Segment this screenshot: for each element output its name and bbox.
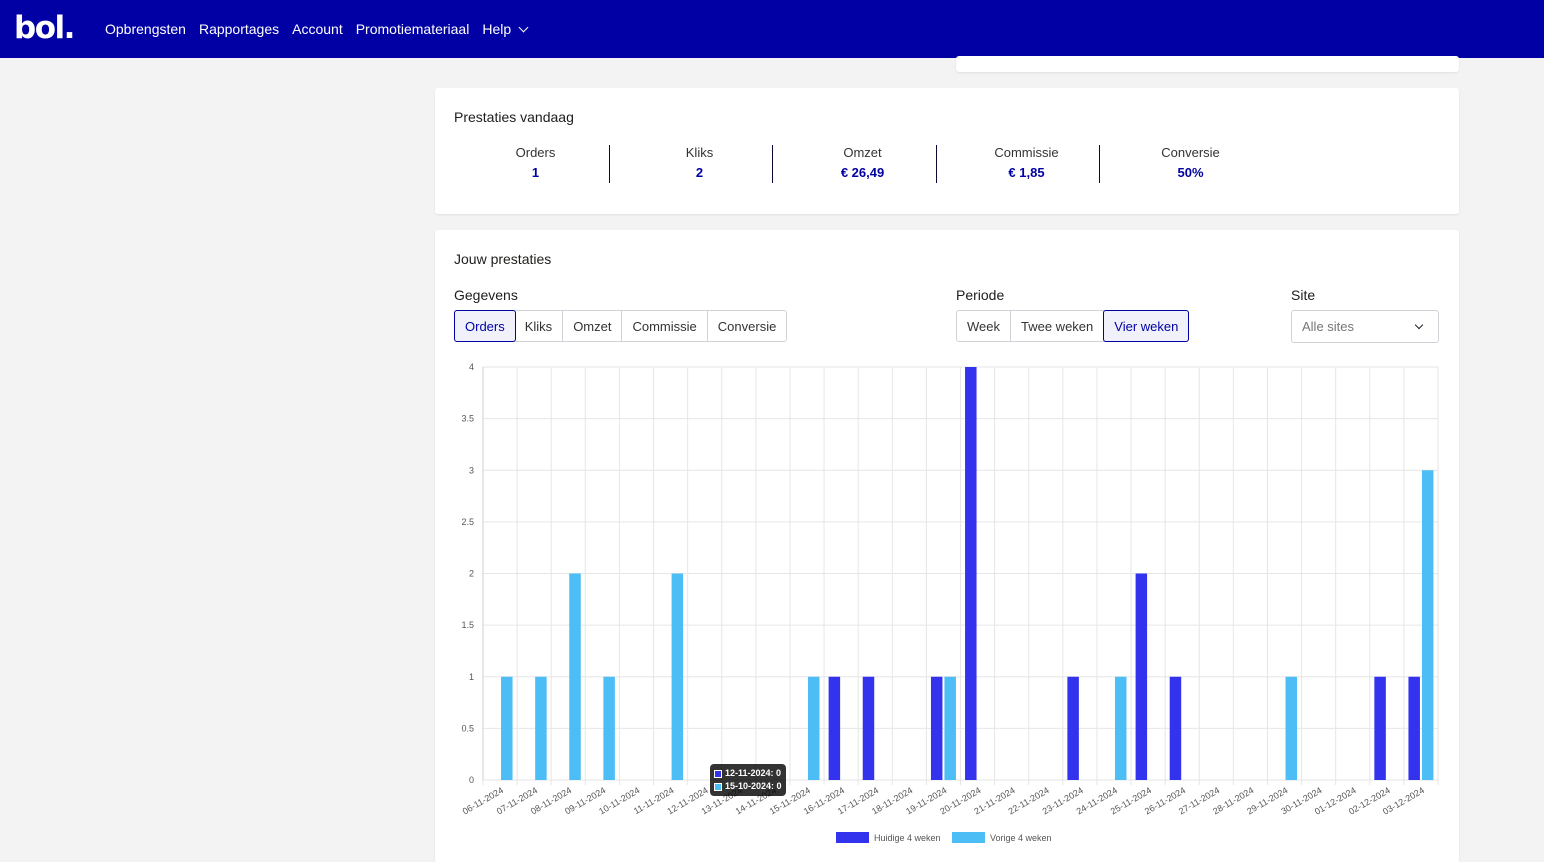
site-select[interactable]: Alle sites [1291, 310, 1439, 343]
data-option-orders[interactable]: Orders [454, 310, 516, 342]
bar-current [965, 367, 977, 780]
bar-current [862, 676, 875, 780]
legend-label: Vorige 4 weken [990, 833, 1052, 843]
bar-current [1067, 676, 1079, 780]
tooltip-swatch [714, 782, 722, 791]
kpi-orders: Orders 1 [454, 145, 617, 180]
site-select-value: Alle sites [1302, 319, 1355, 334]
period-group-label: Periode [956, 287, 1005, 303]
period-selector: Week Twee weken Vier weken [956, 310, 1190, 342]
period-option-week[interactable]: Week [957, 311, 1011, 341]
orders-bar-chart: 00.511.522.533.5406-11-202407-11-202408-… [461, 362, 1439, 843]
kpi-row: Orders 1 Kliks 2 Omzet € 26,49 Commissie… [454, 145, 1274, 183]
y-tick-label: 3 [469, 465, 474, 475]
y-tick-label: 2.5 [461, 517, 474, 527]
bar-previous [569, 573, 581, 780]
legend-swatch [836, 832, 869, 843]
top-navigation-bar: bol. Opbrengsten Rapportages Account Pro… [0, 0, 1544, 58]
bar-previous [501, 676, 513, 780]
bar-previous [535, 676, 547, 780]
site-group-label: Site [1291, 287, 1316, 303]
kpi-label: Kliks [685, 145, 714, 160]
performance-title: Jouw prestaties [454, 251, 552, 267]
previous-card-bottom [956, 56, 1459, 72]
kpi-commissie: Commissie € 1,85 [945, 145, 1108, 180]
kpi-divider [609, 145, 610, 183]
kpi-label: Conversie [1161, 145, 1220, 160]
data-option-kliks[interactable]: Kliks [515, 311, 564, 341]
bol-logo[interactable]: bol. [14, 10, 75, 46]
kpi-divider [936, 145, 937, 183]
data-option-omzet[interactable]: Omzet [563, 311, 623, 341]
y-tick-label: 1 [469, 672, 474, 682]
kpi-omzet: Omzet € 26,49 [781, 145, 944, 180]
period-option-four-weeks[interactable]: Vier weken [1103, 310, 1190, 342]
legend-label: Huidige 4 weken [874, 833, 941, 843]
y-tick-label: 4 [469, 362, 474, 372]
bar-previous [1421, 470, 1434, 780]
kpi-conversie: Conversie 50% [1109, 145, 1272, 180]
legend-swatch [952, 832, 985, 843]
data-group-label: Gegevens [454, 287, 518, 303]
bar-previous [1114, 676, 1127, 780]
nav-rapportages[interactable]: Rapportages [198, 21, 280, 37]
bar-current [930, 676, 943, 780]
chart-tooltip: 12-11-2024: 0 15-10-2024: 0 [710, 764, 786, 796]
data-option-conversie[interactable]: Conversie [717, 318, 777, 334]
y-tick-label: 2 [469, 569, 474, 579]
tooltip-swatch [714, 769, 722, 778]
kpi-divider [772, 145, 773, 183]
y-tick-label: 3.5 [461, 414, 474, 424]
main-nav: Opbrengsten Rapportages Account Promotie… [105, 0, 529, 58]
today-title: Prestaties vandaag [454, 109, 574, 125]
y-tick-label: 1.5 [461, 620, 474, 630]
nav-help[interactable]: Help [482, 21, 529, 37]
bar-previous [944, 676, 956, 780]
kpi-divider [1099, 145, 1100, 183]
bar-current [1135, 573, 1148, 780]
kpi-label: Orders [515, 145, 556, 160]
bar-current [828, 676, 841, 780]
kpi-value: 2 [695, 165, 704, 180]
kpi-label: Commissie [994, 145, 1059, 160]
nav-account[interactable]: Account [292, 21, 343, 37]
tooltip-row: 12-11-2024: 0 [714, 767, 782, 780]
bar-previous [808, 676, 820, 780]
your-performance-card: Jouw prestaties Gegevens Orders Kliks Om… [435, 230, 1459, 862]
tooltip-row: 15-10-2024: 0 [714, 780, 782, 793]
kpi-value: € 1,85 [1008, 165, 1045, 180]
tooltip-text: 12-11-2024: 0 [725, 768, 782, 778]
bar-current [1374, 676, 1386, 780]
y-tick-label: 0.5 [461, 723, 474, 733]
nav-help-label: Help [482, 21, 512, 37]
bar-current [1408, 676, 1420, 780]
y-tick-label: 0 [469, 775, 474, 785]
kpi-value: € 26,49 [840, 165, 885, 180]
bar-previous [671, 573, 684, 780]
data-selector: Orders Kliks Omzet Commissie Conversie [454, 310, 788, 342]
today-performance-card: Prestaties vandaag Orders 1 Kliks 2 Omze… [435, 88, 1459, 214]
nav-opbrengsten[interactable]: Opbrengsten [105, 21, 186, 37]
kpi-value: 50% [1177, 165, 1204, 180]
bar-previous [603, 676, 615, 780]
nav-promotiemateriaal[interactable]: Promotiemateriaal [355, 21, 470, 37]
bar-current [1169, 676, 1182, 780]
kpi-value: 1 [531, 165, 540, 180]
kpi-label: Omzet [843, 145, 882, 160]
bar-previous [1285, 676, 1298, 780]
kpi-kliks: Kliks 2 [618, 145, 781, 180]
tooltip-text: 15-10-2024: 0 [725, 781, 782, 791]
chevron-down-icon [518, 22, 529, 32]
data-option-commissie[interactable]: Commissie [622, 311, 708, 341]
